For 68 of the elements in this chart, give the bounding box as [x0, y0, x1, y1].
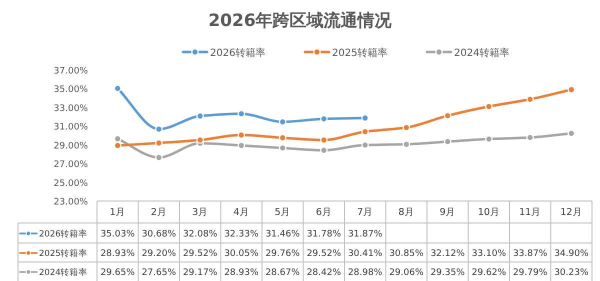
y-tick-label: 25.00% [54, 178, 88, 189]
point [155, 154, 163, 162]
data-label: 29.76% [265, 249, 300, 259]
x-tick-label: 8月 [398, 207, 414, 218]
legend-label: 2024转籍率 [454, 47, 510, 59]
data-label: 30.23% [554, 268, 589, 278]
data-label: 34.90% [554, 249, 589, 259]
point [155, 139, 163, 147]
data-label: 29.52% [306, 249, 342, 259]
point [485, 102, 493, 110]
x-tick-label: 4月 [233, 207, 250, 218]
legend-label: 2025转籍率 [332, 47, 388, 59]
text: 2026转籍率 [39, 230, 88, 240]
y-tick-label: 27.00% [54, 160, 88, 170]
y-tick-label: 33.00% [54, 104, 88, 114]
x-tick-label: 7月 [357, 207, 374, 218]
data-label: 30.05% [224, 249, 259, 259]
data-label: 30.85% [389, 249, 424, 259]
x-tick-label: 10月 [478, 207, 500, 218]
legend-label: 2026转籍率 [210, 47, 266, 59]
y-tick-label: 35.00% [54, 85, 88, 96]
data-label: 30.41% [348, 249, 383, 259]
data-label: 31.87% [348, 230, 383, 240]
x-tick-label: 9月 [440, 207, 456, 218]
point [526, 134, 534, 142]
data-label: 30.68% [142, 230, 176, 240]
data-label: 32.33% [224, 230, 259, 240]
data-label: 31.78% [306, 230, 342, 240]
x-tick-label: 11月 [519, 207, 542, 218]
point [238, 131, 246, 139]
data-label: 29.65% [100, 268, 136, 278]
data-label: 29.79% [512, 268, 548, 278]
data-label: 32.12% [430, 249, 466, 259]
point [196, 112, 204, 120]
y-tick-label: 37.00% [54, 66, 88, 76]
data-label: 29.06% [389, 268, 424, 278]
point [320, 136, 328, 144]
data-label: 29.20% [142, 249, 176, 259]
x-tick-label: 3月 [192, 207, 208, 218]
y-tick-label: 29.00% [54, 141, 88, 152]
data-label: 28.93% [224, 268, 259, 278]
point [361, 114, 369, 122]
data-label: 28.98% [348, 268, 383, 278]
text: 2024转籍率 [39, 268, 88, 278]
x-tick-label: 2月 [150, 207, 167, 218]
data-label: 27.65% [142, 268, 176, 278]
y-tick-label: 31.00% [54, 122, 88, 133]
y-tick-label: 23.00% [54, 198, 88, 208]
data-label: 33.87% [512, 249, 548, 259]
data-label: 28.42% [306, 268, 342, 278]
data-label: 35.03% [100, 230, 136, 240]
x-tick-label: 6月 [316, 207, 332, 218]
x-tick-label: 5月 [274, 207, 291, 218]
data-label: 29.35% [430, 268, 466, 278]
point [238, 142, 246, 150]
data-label: 31.46% [265, 230, 300, 240]
data-label: 29.52% [182, 249, 218, 259]
x-tick-label: 1月 [110, 207, 126, 218]
data-label: 33.10% [472, 249, 506, 259]
data-label: 32.08% [182, 230, 218, 240]
x-tick-label: 12月 [560, 207, 582, 218]
data-label: 28.93% [100, 249, 136, 259]
chart-title: 2026年跨区域流通情况 [208, 11, 393, 31]
data-label: 29.62% [472, 268, 506, 278]
point [196, 136, 204, 144]
text: 2025转籍率 [39, 249, 88, 259]
data-label: 29.17% [182, 268, 218, 278]
data-label: 28.67% [265, 268, 300, 278]
